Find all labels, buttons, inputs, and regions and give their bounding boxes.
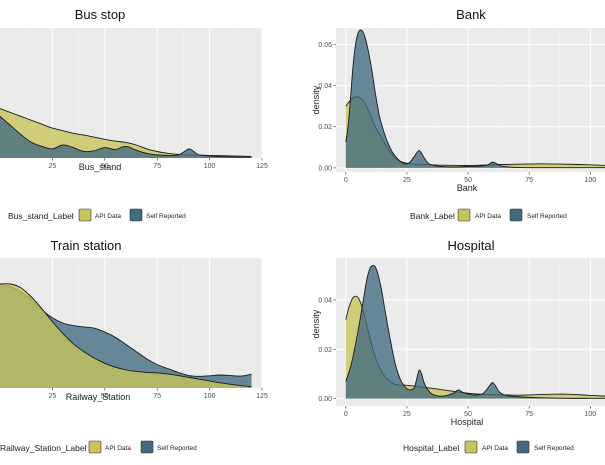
x-tick-label: 75 [525, 177, 533, 184]
density-line-self-reported [345, 29, 605, 169]
x-tick-label: 25 [403, 411, 411, 418]
density-area-self-reported [345, 30, 605, 168]
y-tick-label: 0.04 [318, 297, 332, 304]
y-tick-label: 0.00 [318, 165, 332, 172]
x-axis-label: Bus_stand [79, 162, 122, 172]
x-tick-label: 75 [525, 411, 533, 418]
x-tick-label: 100 [204, 393, 216, 400]
x-axis-label: Hospital [451, 417, 484, 427]
plot-area: 25 50 75 100 125 [0, 258, 268, 400]
x-tick-label: 100 [584, 177, 596, 184]
plot-area: 0 25 50 75 100 0.00 0.02 0.04 0.06 [318, 28, 605, 184]
y-tick-label: 0.02 [318, 124, 332, 131]
x-tick-label: 100 [204, 163, 216, 170]
chart-bus-stop: Bus stop 25 50 75 100 125 Bus_stand Bus_stan… [0, 7, 268, 222]
legend-key-api-data [88, 440, 102, 454]
x-tick-label: 100 [584, 411, 596, 418]
legend-label-api-data: API Data [95, 213, 121, 220]
legend-label-self-reported: Self Reported [146, 213, 186, 220]
chart-bank: Bank density 0 25 50 75 1000.000.020.040.06 … [311, 7, 605, 222]
legend-key-self-reported [140, 440, 154, 454]
legend-label-self-reported: Self Reported [157, 445, 197, 452]
x-tick-label: 0 [344, 411, 348, 418]
y-axis-label: density [311, 85, 321, 114]
x-tick-label: 0 [344, 177, 348, 184]
legend-key-self-reported [129, 208, 143, 222]
y-tick-label: 0.00 [318, 396, 332, 403]
density-area-api-data [0, 283, 252, 388]
chart-title: Train station [50, 238, 121, 253]
chart-title: Bus stop [75, 7, 126, 22]
chart-train-station: Train station 25 50 75 100 125 Railway_Stati… [0, 238, 268, 454]
legend-label-self-reported: Self Reported [527, 213, 567, 220]
legend-key-api-data [78, 208, 92, 222]
legend-label-api-data: API Data [482, 445, 508, 452]
legend: Bus_stand_Label API Data Self Reported [8, 208, 186, 222]
density-line-self-reported [0, 116, 252, 158]
x-tick-label: 25 [49, 163, 57, 170]
plot-area: 0 25 50 75 100 0.00 0.02 0.04 [318, 258, 605, 418]
x-tick-label: 25 [49, 393, 57, 400]
legend-key-self-reported [516, 440, 530, 454]
y-tick-label: 0.04 [318, 83, 332, 90]
y-tick-label: 0.06 [318, 42, 332, 49]
x-axis-label: Bank [457, 183, 478, 193]
x-tick-label: 50 [464, 411, 472, 418]
density-area-self-reported [0, 116, 252, 158]
x-tick-label: 50 [101, 393, 109, 400]
legend-key-api-data [457, 208, 471, 222]
chart-hospital: Hospital density 0 25 50 75 1000.000.020.04 … [311, 238, 605, 454]
chart-title: Bank [456, 7, 486, 22]
x-tick-label: 125 [256, 393, 268, 400]
legend-label-api-data: API Data [475, 213, 501, 220]
legend: Railway_Station_Label API Data Self Repo… [0, 440, 197, 454]
density-line-self-reported [345, 264, 605, 399]
legend-key-self-reported [509, 208, 523, 222]
x-tick-label: 125 [256, 163, 268, 170]
density-line-api-data [0, 283, 252, 388]
plot-area: 25 50 75 100 125 [0, 28, 268, 170]
y-tick-label: 0.02 [318, 347, 332, 354]
chart-title: Hospital [448, 238, 495, 253]
x-tick-label: 50 [464, 177, 472, 184]
legend: Hospital_Label API Data Self Reported [403, 440, 574, 454]
x-tick-label: 75 [153, 393, 161, 400]
x-axis-label: Railway_Station [66, 392, 131, 402]
x-tick-label: 50 [101, 163, 109, 170]
y-axis-label: density [311, 309, 321, 338]
legend-label-api-data: API Data [105, 445, 131, 452]
legend-title: Bus_stand_Label [8, 211, 74, 221]
x-tick-label: 25 [403, 177, 411, 184]
legend-key-api-data [464, 440, 478, 454]
legend: Bank_Label API Data Self Reported [410, 208, 567, 222]
density-line-api-data [345, 295, 605, 397]
density-area-self-reported [345, 265, 605, 399]
legend-label-self-reported: Self Reported [534, 445, 574, 452]
x-tick-label: 75 [153, 163, 161, 170]
legend-title: Railway_Station_Label [0, 443, 87, 453]
legend-title: Hospital_Label [403, 443, 459, 453]
legend-title: Bank_Label [410, 211, 455, 221]
